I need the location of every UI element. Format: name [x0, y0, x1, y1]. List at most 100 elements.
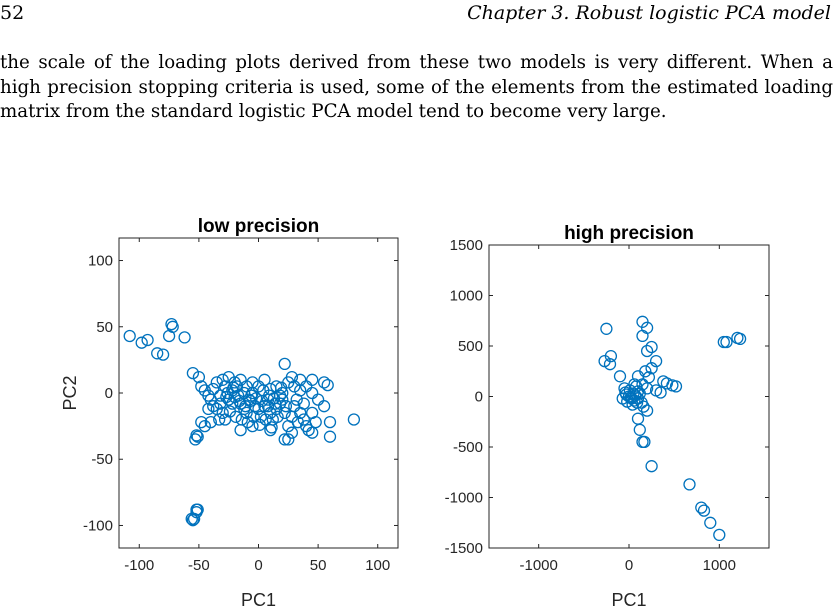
data-point — [123, 329, 136, 343]
data-point — [306, 373, 319, 386]
data-point — [178, 331, 191, 344]
data-point — [191, 430, 204, 443]
data-point — [645, 460, 658, 473]
y-tick-label: 50 — [96, 319, 113, 336]
data-point — [635, 396, 648, 409]
y-tick-label: -100 — [83, 517, 113, 534]
data-point — [247, 410, 260, 423]
chart-title: high precision — [564, 223, 694, 244]
data-point — [278, 433, 291, 446]
data-point — [285, 426, 299, 439]
data-point — [294, 384, 307, 397]
chart-2: -1000 0 1000 -1500 -1000 -500 0 500 1000 1500 high… — [445, 223, 770, 610]
data-point — [660, 377, 674, 390]
data-point — [704, 516, 717, 529]
data-point — [317, 400, 331, 413]
data-point — [733, 332, 747, 346]
data-point — [323, 415, 337, 429]
y-tick-label: -50 — [91, 451, 113, 468]
data-point — [613, 370, 627, 383]
page-number: 52 — [0, 2, 25, 24]
data-point — [720, 335, 733, 349]
data-point — [216, 373, 229, 386]
x-tick-label: -50 — [188, 557, 210, 574]
data-point — [275, 381, 288, 394]
data-point — [214, 389, 227, 402]
data-point — [207, 382, 220, 396]
data-point — [227, 381, 240, 394]
data-point — [195, 380, 208, 393]
data-point — [645, 362, 658, 375]
data-point — [633, 423, 646, 436]
data-point — [226, 397, 239, 410]
data-point — [636, 378, 649, 391]
data-point — [306, 426, 319, 439]
data-point — [135, 336, 148, 349]
data-point — [600, 322, 613, 335]
data-point — [616, 392, 629, 405]
data-point — [202, 402, 215, 416]
data-point — [282, 433, 295, 446]
data-point — [321, 378, 334, 392]
y-tick-label: 0 — [475, 389, 483, 406]
data-point — [151, 347, 164, 360]
x-tick-label: 100 — [365, 557, 390, 574]
data-point — [347, 413, 361, 426]
data-point — [156, 348, 170, 361]
x-tick-label: 1000 — [703, 557, 736, 574]
x-axis-label: PC1 — [611, 590, 646, 610]
data-point — [604, 349, 618, 363]
data-point — [190, 506, 203, 519]
data-point — [186, 514, 200, 527]
data-point — [629, 389, 642, 402]
data-point — [259, 413, 272, 426]
x-tick-label: 50 — [310, 557, 327, 574]
data-point — [246, 419, 259, 433]
data-point — [186, 366, 200, 380]
data-point — [271, 410, 284, 423]
data-point — [636, 329, 649, 343]
data-point — [654, 386, 667, 399]
x-tick-label: 0 — [625, 557, 633, 574]
data-point — [245, 389, 258, 402]
running-head: Chapter 3. Robust logistic PCA model — [467, 2, 831, 24]
data-point — [297, 413, 310, 426]
body-paragraph: the scale of the loading plots derived f… — [0, 52, 833, 122]
data-point — [297, 397, 310, 410]
x-tick-label: -1000 — [519, 557, 557, 574]
x-tick-label: 0 — [254, 557, 262, 574]
data-point — [213, 413, 226, 426]
data-point — [649, 354, 663, 368]
y-tick-label: -500 — [453, 439, 483, 456]
y-tick-label: 1000 — [450, 288, 483, 305]
data-point — [697, 504, 711, 517]
data-point — [189, 433, 202, 446]
data-point — [263, 389, 276, 402]
data-point — [669, 380, 683, 393]
data-point — [246, 376, 259, 389]
data-point — [216, 406, 229, 420]
data-point — [640, 344, 654, 358]
data-point — [165, 317, 178, 331]
data-point — [631, 392, 645, 405]
data-point — [278, 357, 291, 371]
data-point — [192, 370, 206, 384]
x-axis-label: PC1 — [241, 590, 276, 610]
y-axis-label: PC2 — [60, 375, 80, 410]
data-point — [302, 423, 315, 437]
data-point — [234, 423, 247, 437]
y-tick-label: -1000 — [445, 490, 483, 507]
data-point — [683, 478, 696, 491]
data-point — [204, 415, 217, 429]
data-point — [278, 406, 291, 420]
data-point — [264, 423, 277, 437]
y-tick-label: 0 — [105, 385, 113, 402]
y-tick-label: 100 — [88, 253, 113, 270]
data-point — [239, 400, 252, 413]
data-point — [141, 333, 154, 347]
data-point — [713, 528, 726, 542]
data-point — [291, 415, 304, 429]
data-point — [317, 376, 331, 389]
data-point — [269, 397, 282, 410]
